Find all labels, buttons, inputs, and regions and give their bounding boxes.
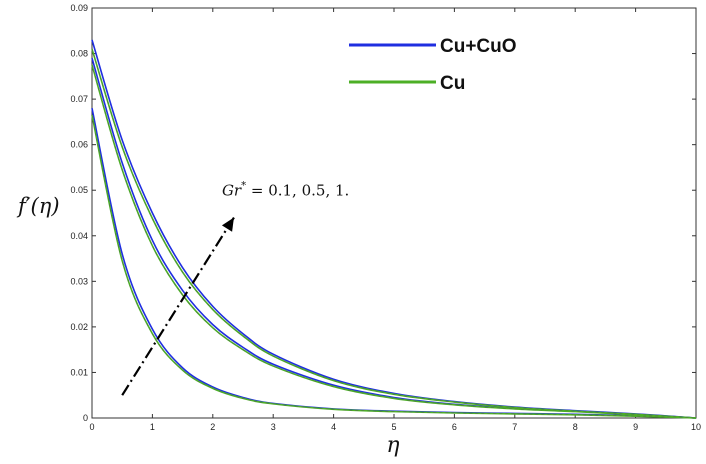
legend-label-cu-cuo: Cu+CuO bbox=[440, 36, 517, 57]
y-tick-label: 0.03 bbox=[70, 276, 88, 286]
x-tick-label: 0 bbox=[89, 422, 94, 432]
y-tick-label: 0.09 bbox=[70, 3, 88, 13]
annotation-text-main: Gr bbox=[222, 182, 242, 200]
plot-area bbox=[91, 7, 697, 419]
legend-label-cu: Cu bbox=[440, 73, 465, 94]
data-series bbox=[91, 39, 697, 419]
x-tick-label: 4 bbox=[331, 422, 336, 432]
y-tick-label: 0.01 bbox=[70, 367, 88, 377]
x-tick-label: 1 bbox=[150, 422, 155, 432]
annotation-arrow-shaft bbox=[121, 216, 235, 396]
x-axis-ticks: 0 1 2 3 4 5 6 7 8 9 10 bbox=[89, 8, 701, 432]
annotation-text: Gr* = 0.1, 0.5, 1. bbox=[222, 181, 349, 200]
x-tick-label: 10 bbox=[691, 422, 701, 432]
y-axis-label: f′(η) bbox=[16, 194, 60, 218]
legend: Cu+CuO Cu bbox=[349, 36, 517, 94]
y-tick-label: 0.08 bbox=[70, 49, 88, 59]
annotation-text-sup: * bbox=[241, 181, 246, 192]
x-tick-label: 9 bbox=[633, 422, 638, 432]
series-cu-2-dash bbox=[91, 48, 697, 419]
x-tick-label: 3 bbox=[271, 422, 276, 432]
y-tick-label: 0.02 bbox=[70, 322, 88, 332]
y-tick-label: 0.07 bbox=[70, 94, 88, 104]
x-tick-label: 5 bbox=[391, 422, 396, 432]
annotation-text-values: = 0.1, 0.5, 1. bbox=[246, 182, 349, 200]
x-tick-label: 8 bbox=[573, 422, 578, 432]
y-tick-label: 0 bbox=[83, 413, 88, 423]
y-tick-label: 0.06 bbox=[70, 140, 88, 150]
annotation: Gr* = 0.1, 0.5, 1. bbox=[121, 181, 349, 396]
annotation-arrow-head bbox=[221, 217, 234, 232]
y-axis-ticks: 0 0.01 0.02 0.03 0.04 0.05 0.06 0.07 0.08 0.09 bbox=[70, 3, 696, 423]
y-tick-label: 0.04 bbox=[70, 231, 88, 241]
x-tick-label: 2 bbox=[210, 422, 215, 432]
y-tick-label: 0.05 bbox=[70, 185, 88, 195]
series-cu-0-dash bbox=[91, 114, 697, 419]
x-axis-label: η bbox=[386, 433, 399, 458]
x-tick-label: 7 bbox=[512, 422, 517, 432]
x-tick-label: 6 bbox=[452, 422, 457, 432]
